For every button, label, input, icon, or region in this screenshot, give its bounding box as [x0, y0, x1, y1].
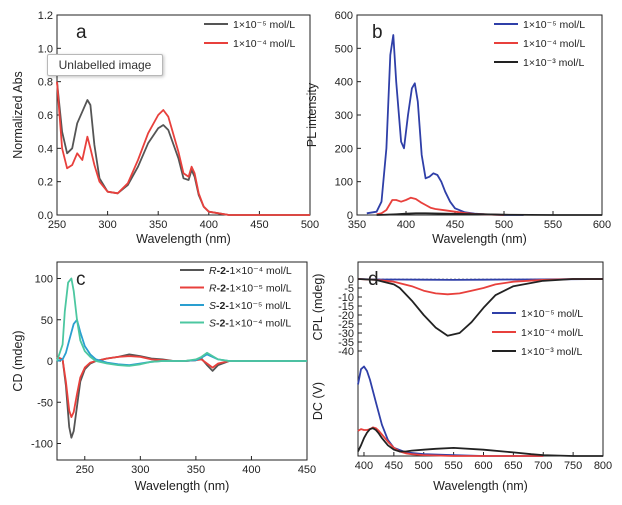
panel-label-a: a: [76, 22, 87, 43]
panel-b-series-line-1: [376, 196, 505, 216]
panel-c-x-tick-label: 350: [187, 464, 205, 476]
panel-b-x-tick-label: 450: [446, 219, 464, 231]
panel-d-y-tick-label: -35: [338, 337, 354, 349]
panel-d-legend-label: 1×10⁻⁵ mol/L: [521, 308, 583, 320]
panel-d-y-tick-label: -20: [338, 310, 354, 322]
panel-b-x-tick-label: 500: [495, 219, 513, 231]
panel-c-series-line-3: [56, 277, 307, 367]
panel-c-y-tick-label: -50: [37, 397, 53, 409]
panel-b-y-tick-label: 100: [335, 177, 353, 189]
panel-d-dc-series-line-2: [357, 427, 603, 457]
panel-a-y-tick-label: 0.6: [38, 110, 53, 122]
panel-c-legend-label: R-2-1×10⁻⁴ mol/L: [209, 265, 292, 277]
panel-d-x-tick-label: 500: [415, 460, 433, 472]
panel-a-x-tick-label: 250: [48, 219, 66, 231]
panel-b-x-tick-label: 600: [593, 219, 611, 231]
panel-c-y-tick-label: 0: [47, 356, 53, 368]
panel-d-y-tick-label: -25: [338, 319, 354, 331]
panel-b-y-tick-label: 300: [335, 110, 353, 122]
panel-d-x-tick-label: 550: [444, 460, 462, 472]
panel-a-x-tick-label: 400: [200, 219, 218, 231]
panel-d-x-tick-label: 450: [385, 460, 403, 472]
panel-c-x-tick-label: 400: [242, 464, 260, 476]
panel-label-c: c: [76, 269, 86, 290]
panel-c: 250 300 350 400 450 -100 -50 0 50 100 Wavelength (…: [11, 261, 316, 493]
panel-c-x-tick-label: 300: [131, 464, 149, 476]
panel-a-y-axis-label: Normalized Abs: [11, 71, 25, 159]
panel-d-x-tick-label: 650: [504, 460, 522, 472]
panel-d-x-tick-label: 700: [534, 460, 552, 472]
panel-a: 250 300 350 400 450 500 0.0 0.2 0.4 0.6 0.8 1.0 1.2 W…: [11, 10, 319, 246]
panel-b-x-tick-label: 550: [544, 219, 562, 231]
panel-c-series-line-1: [56, 355, 307, 419]
panel-d-x-tick-label: 800: [594, 460, 612, 472]
panel-b-series-line-0: [366, 34, 524, 216]
panel-b-legend-label: 1×10⁻⁵ mol/L: [523, 19, 585, 31]
panel-d-x-axis-label: Wavelength (nm): [433, 479, 528, 493]
panel-d-frame: [357, 261, 604, 457]
panel-c-y-axis-label: CD (mdeg): [11, 330, 25, 391]
panel-a-y-tick-label: 0.8: [38, 77, 53, 89]
panel-b-legend-label: 1×10⁻³ mol/L: [523, 57, 584, 69]
panel-d-y-tick-label: -10: [338, 292, 354, 304]
panel-a-y-tick-label: 1.0: [38, 43, 53, 55]
panel-d-y-tick-label: -30: [338, 328, 354, 340]
panel-c-series-line-0: [56, 353, 307, 439]
panel-d-x-tick-label: 750: [564, 460, 582, 472]
panel-label-d: d: [368, 269, 379, 290]
image-tooltip: Unlabelled image: [47, 54, 163, 76]
panel-b-x-tick-label: 350: [348, 219, 366, 231]
panel-a-x-tick-label: 300: [98, 219, 116, 231]
panel-b-y-tick-label: 600: [335, 10, 353, 22]
panel-c-y-tick-label: 100: [35, 274, 53, 286]
panel-a-x-tick-label: 350: [149, 219, 167, 231]
panel-c-legend-label: S-2-1×10⁻⁵ mol/L: [209, 300, 291, 312]
panel-a-x-tick-label: 450: [250, 219, 268, 231]
panel-b-series-line-2: [376, 212, 602, 216]
panel-d-y-tick-label: -40: [338, 346, 354, 358]
panel-a-series-line-1: [56, 81, 310, 216]
panel-a-legend-label: 1×10⁻⁵ mol/L: [233, 19, 295, 31]
panel-d-y-axis-label-dc: DC (V): [311, 382, 325, 420]
panel-d-dc-series-line-1: [357, 426, 544, 457]
panel-a-x-axis-label: Wavelength (nm): [136, 232, 231, 246]
panel-a-legend-label: 1×10⁻⁴ mol/L: [233, 38, 295, 50]
panel-d-x-tick-label: 600: [474, 460, 492, 472]
panel-b-legend-label: 1×10⁻⁴ mol/L: [523, 38, 585, 50]
panel-b: 350 400 450 500 550 600 0 100 200 300 400 500 600 Wav…: [305, 10, 611, 246]
panel-d-cpl-series-line-1: [357, 278, 603, 296]
panel-b-y-axis-label: PL intensity: [305, 82, 319, 147]
panel-c-x-tick-label: 250: [76, 464, 94, 476]
panel-a-x-tick-label: 500: [301, 219, 319, 231]
panel-c-y-tick-label: 50: [41, 315, 53, 327]
panel-d-y-tick-label: -15: [338, 301, 354, 313]
panel-c-x-axis-label: Wavelength (nm): [135, 479, 230, 493]
panel-a-y-tick-label: 0.4: [38, 143, 53, 155]
panel-d-y-axis-label-cpl: CPL (mdeg): [311, 274, 325, 341]
panel-a-series-line-0: [56, 81, 310, 216]
panel-d: 400 450 500 550 600 650 700 750 8000-5-10-15-20-…: [311, 261, 612, 493]
panel-d-legend-label: 1×10⁻³ mol/L: [521, 346, 582, 358]
panel-c-y-tick-label: -100: [31, 439, 53, 451]
panel-b-y-tick-label: 200: [335, 143, 353, 155]
panel-label-b: b: [372, 22, 383, 43]
panel-d-cpl-series-line-2: [357, 278, 603, 337]
panel-c-x-tick-label: 450: [298, 464, 316, 476]
panel-b-y-tick-label: 400: [335, 77, 353, 89]
panel-d-y-tick-label: -5: [344, 283, 354, 295]
panel-d-legend-label: 1×10⁻⁴ mol/L: [521, 327, 583, 339]
panel-c-legend-label: R-2-1×10⁻⁵ mol/L: [209, 283, 292, 295]
panel-d-x-tick-label: 400: [355, 460, 373, 472]
panel-a-y-tick-label: 0.0: [38, 210, 53, 222]
panel-d-y-tick-label: 0: [348, 274, 354, 286]
panel-c-legend-label: S-2-1×10⁻⁴ mol/L: [209, 318, 291, 330]
panel-a-y-tick-label: 0.2: [38, 177, 53, 189]
panel-b-y-tick-label: 500: [335, 43, 353, 55]
panel-b-x-axis-label: Wavelength (nm): [432, 232, 527, 246]
panel-b-x-tick-label: 400: [397, 219, 415, 231]
panel-a-y-tick-label: 1.2: [38, 10, 53, 22]
panel-b-y-tick-label: 0: [347, 210, 353, 222]
